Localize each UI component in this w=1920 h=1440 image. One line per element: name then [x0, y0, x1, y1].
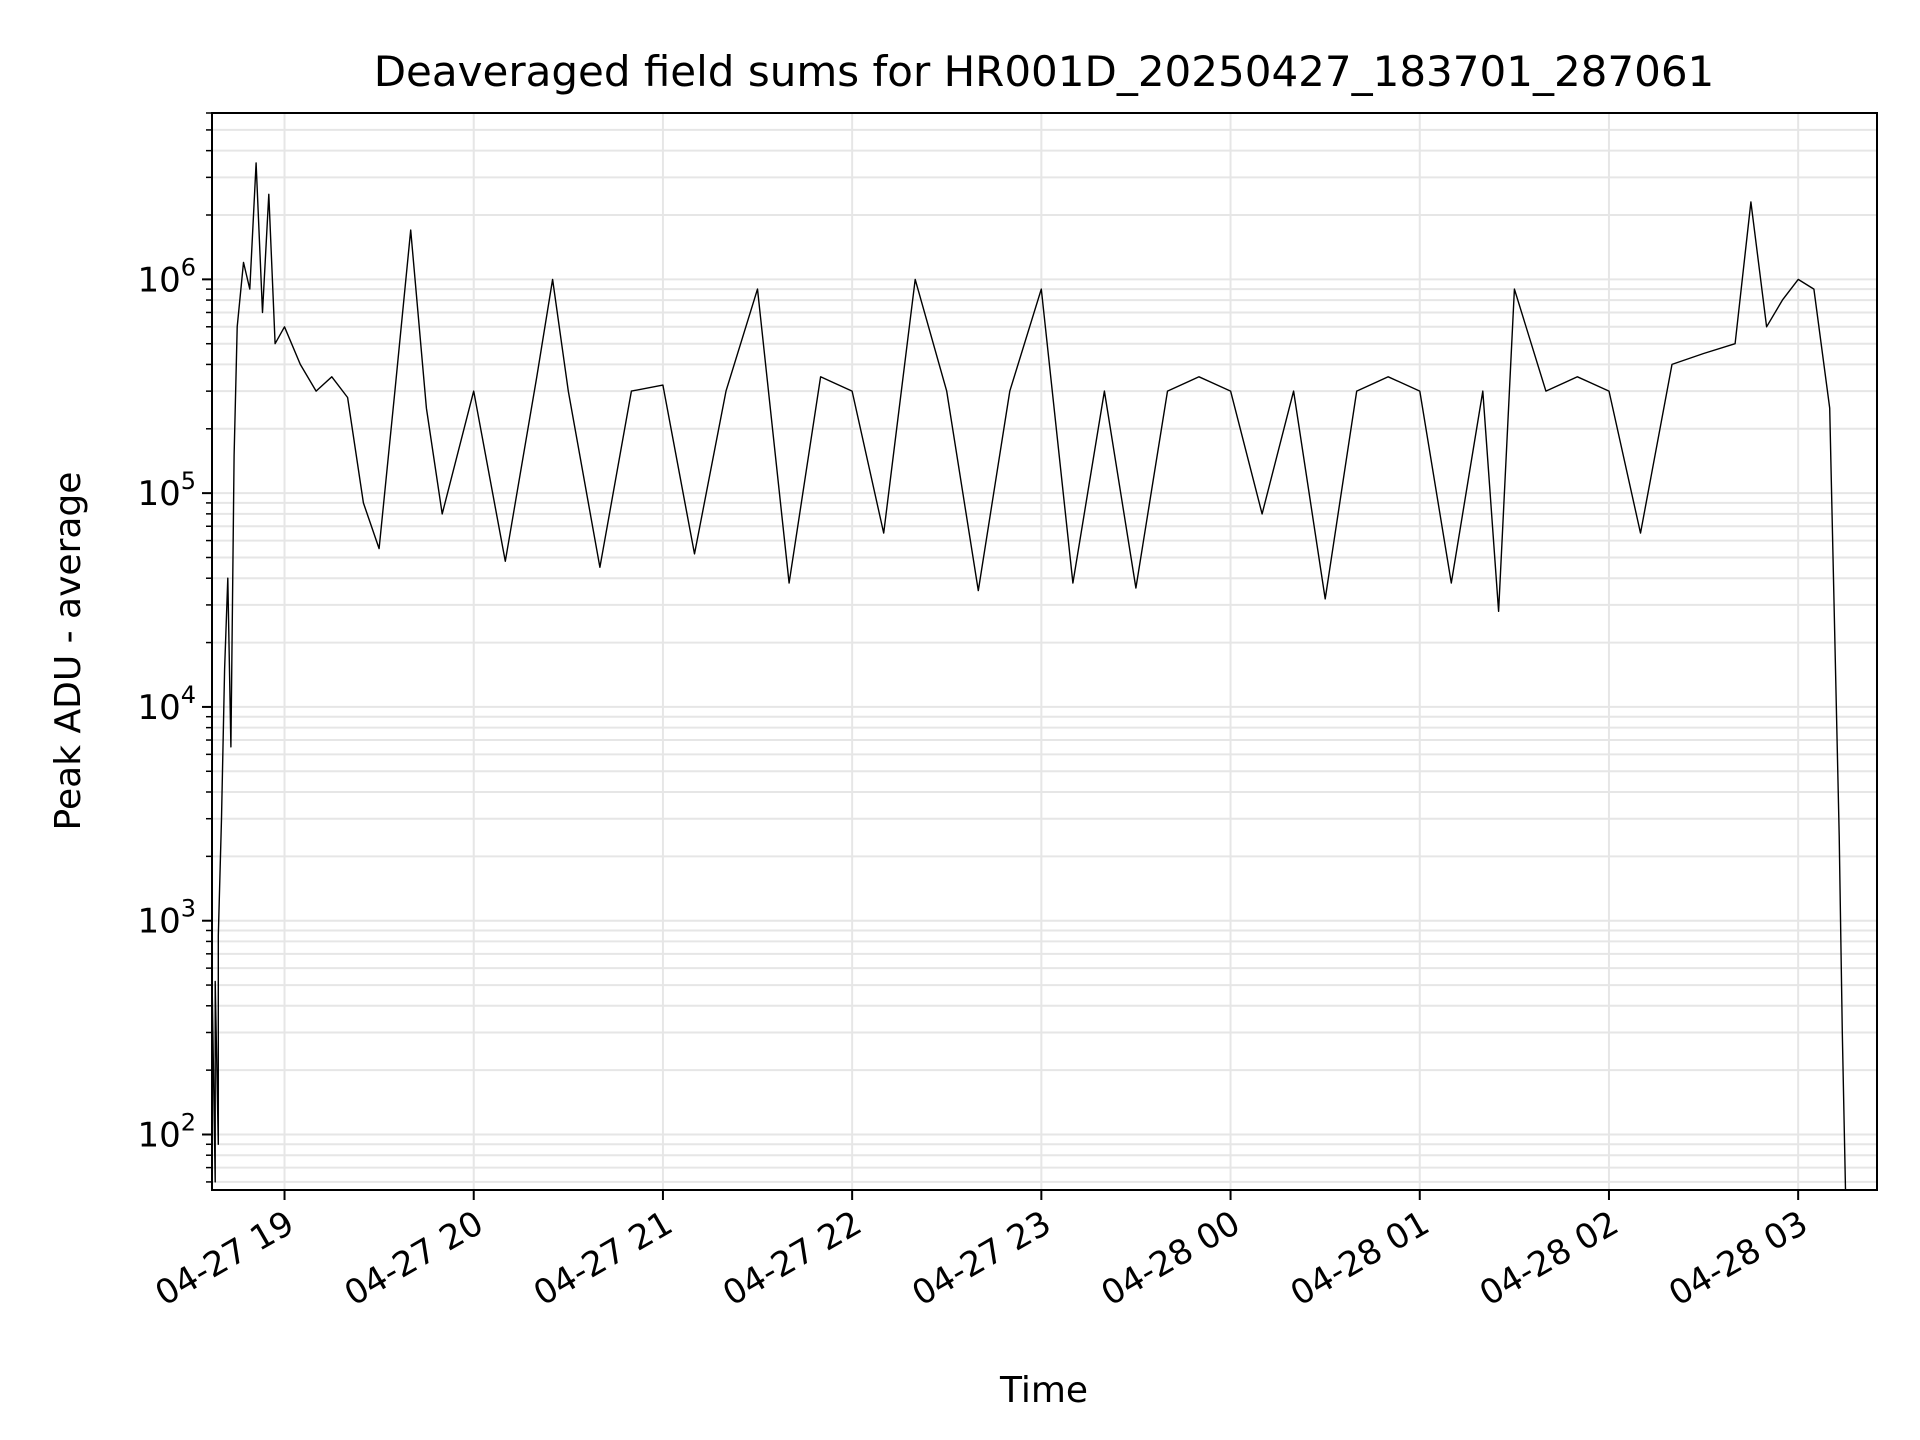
chart-title: Deaveraged field sums for HR001D_2025042…	[374, 47, 1715, 96]
plot-frame	[211, 112, 1878, 1191]
y-axis-label: Peak ADU - average	[48, 472, 89, 831]
x-axis-label: Time	[999, 1370, 1088, 1411]
y-tick-label: 104	[137, 681, 196, 728]
series-line-0	[211, 162, 1847, 1191]
y-tick-label: 105	[137, 467, 196, 514]
series-layer	[211, 162, 1847, 1191]
y-tick-label: 106	[137, 253, 196, 300]
y-tick-label: 103	[137, 895, 196, 942]
y-tick-label: 102	[137, 1108, 196, 1155]
grid	[212, 112, 1877, 1190]
